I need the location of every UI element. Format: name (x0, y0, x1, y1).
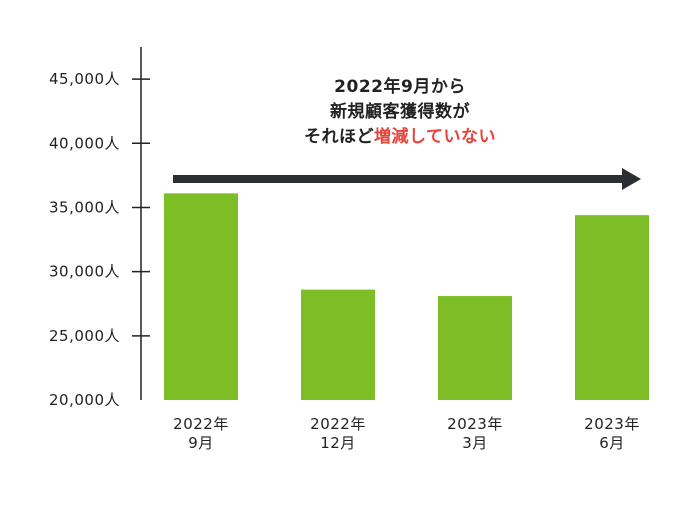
x-category-label: 2022年 (173, 415, 229, 433)
trend-annotation: 2022年9月から 新規顧客獲得数が それほど増減していない (173, 76, 641, 190)
annotation-line-2: 新規顧客獲得数が (330, 101, 470, 122)
annotation-line-1: 2022年9月から (334, 76, 466, 97)
annotation-highlight-text: 増減していない (374, 126, 496, 147)
y-tick-label: 20,000人 (49, 391, 120, 409)
y-tick-label: 35,000人 (49, 198, 120, 216)
y-tick-label: 30,000人 (49, 263, 120, 281)
arrow-head (622, 168, 641, 190)
x-category-label: 2022年 (310, 415, 366, 433)
x-category-label: 2023年 (584, 415, 640, 433)
annotation-line-3: それほど増減していない (304, 126, 496, 147)
bar (575, 215, 649, 400)
x-category-label: 6月 (599, 434, 625, 452)
right-arrow-icon (173, 168, 641, 190)
bar (301, 289, 375, 400)
x-category-label: 3月 (462, 434, 488, 452)
chart-bars (164, 193, 649, 400)
y-tick-label: 45,000人 (49, 70, 120, 88)
x-category-label: 2023年 (447, 415, 503, 433)
bar (438, 296, 512, 400)
y-tick-label: 40,000人 (49, 134, 120, 152)
y-axis-ticks: 20,000人 25,000人 30,000人 35,000人 40,000人 45,00… (49, 70, 150, 409)
annotation-line-3-text: それほど (304, 127, 374, 147)
bar (164, 193, 238, 400)
x-category-label: 9月 (188, 434, 214, 452)
x-category-label: 12月 (320, 434, 356, 452)
y-tick-label: 25,000人 (49, 327, 120, 345)
